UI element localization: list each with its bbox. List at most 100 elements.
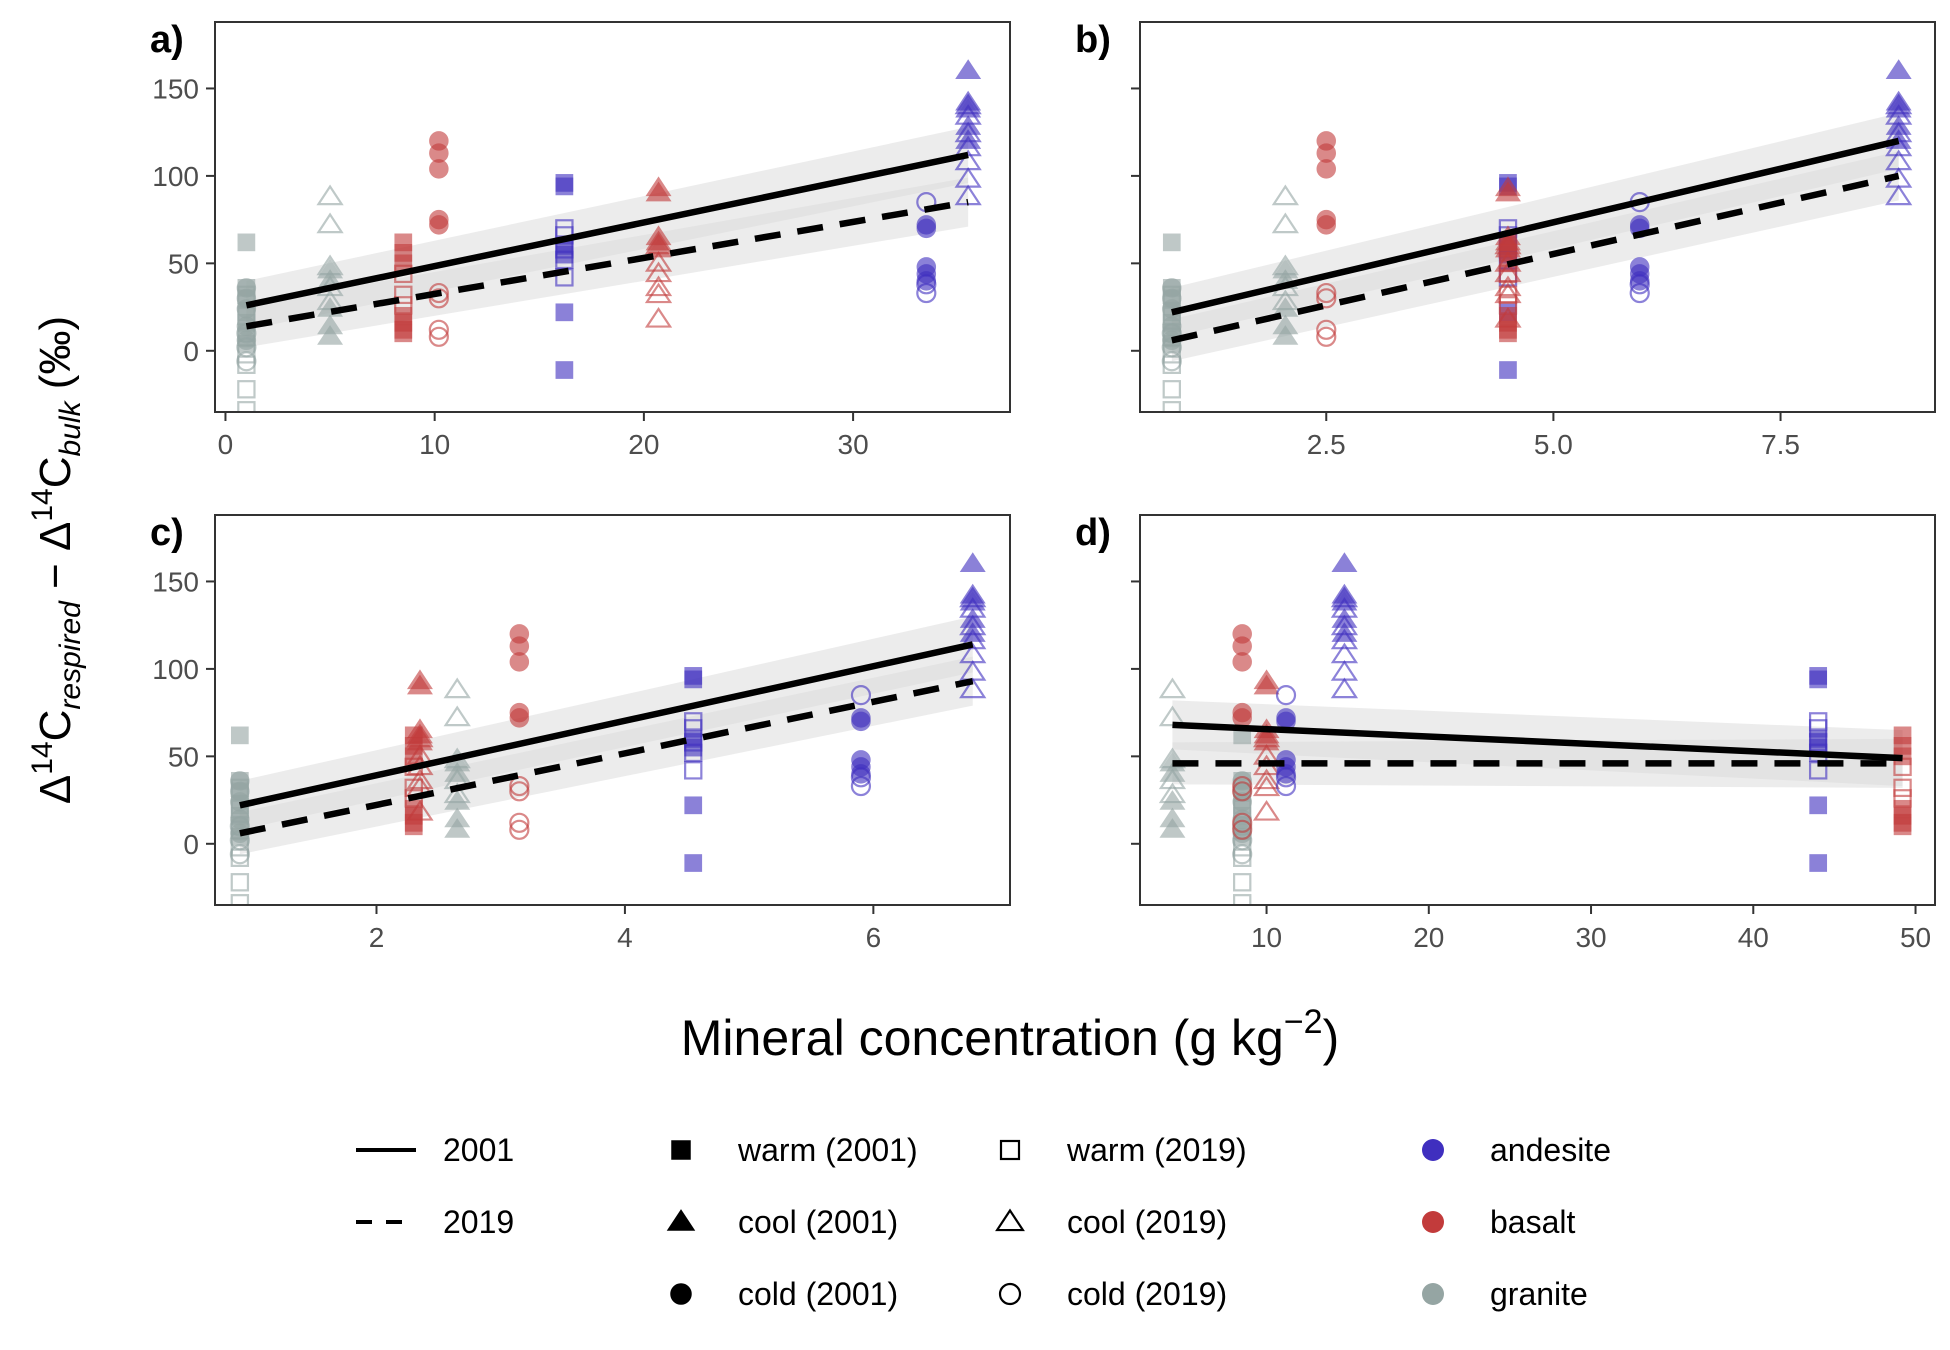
x-tick-label: 10 xyxy=(1251,922,1282,953)
panel-border xyxy=(214,514,1011,906)
data-point xyxy=(644,250,673,272)
data-point xyxy=(916,282,937,304)
data-point xyxy=(428,326,449,347)
data-point xyxy=(1253,674,1280,695)
points-basalt-cold-2019 xyxy=(1316,282,1337,347)
points-basalt-cold-2001 xyxy=(1232,624,1252,728)
legend-marker-triangle-open xyxy=(995,1208,1025,1232)
data-point xyxy=(1809,670,1828,689)
data-point xyxy=(1330,628,1359,650)
data-point xyxy=(1808,733,1828,752)
y-tick-label: 0 xyxy=(183,829,199,860)
data-point xyxy=(237,233,256,252)
x-tick-label: 50 xyxy=(1900,922,1931,953)
data-point xyxy=(230,894,250,905)
data-point xyxy=(1161,351,1182,372)
data-point xyxy=(684,854,703,872)
data-point xyxy=(959,614,987,636)
data-point xyxy=(1252,775,1281,797)
data-point xyxy=(406,799,434,821)
points-basalt-warm-2019 xyxy=(1893,757,1912,808)
data-point xyxy=(1158,768,1187,790)
data-point xyxy=(555,303,574,322)
data-point xyxy=(1885,135,1913,157)
data-point xyxy=(1494,261,1522,283)
points-basalt-warm-2001 xyxy=(1893,726,1912,836)
data-point xyxy=(1275,775,1297,797)
x-tick-label: 20 xyxy=(628,429,659,460)
data-point xyxy=(1893,817,1912,836)
x-tick-label: 0 xyxy=(218,429,234,460)
data-point xyxy=(1158,677,1187,699)
points-basalt-cold-2001 xyxy=(509,624,530,728)
x-tick-label: 10 xyxy=(419,429,450,460)
data-point xyxy=(1271,184,1300,206)
data-point xyxy=(1271,254,1300,276)
fit-line-2001 xyxy=(239,641,974,809)
data-point xyxy=(429,159,449,179)
data-point xyxy=(428,288,449,309)
data-point xyxy=(236,330,257,351)
data-point xyxy=(1158,747,1187,769)
fit-line-2001 xyxy=(245,151,969,309)
points-andesite-warm-2001 xyxy=(555,174,574,379)
data-point xyxy=(1158,782,1187,804)
data-point xyxy=(1233,894,1252,905)
data-point xyxy=(644,275,673,297)
data-point xyxy=(404,817,423,836)
y-tick-label: 150 xyxy=(152,566,199,597)
x-axis-title-sup: −2 xyxy=(1284,1003,1323,1041)
y-axis-title-sub-bulk: bulk xyxy=(54,399,87,456)
data-point xyxy=(1316,159,1337,179)
data-point xyxy=(1494,282,1522,304)
data-point xyxy=(959,586,987,608)
data-point xyxy=(1330,614,1359,636)
y-axis-title-sup: 14 xyxy=(26,741,59,774)
data-point xyxy=(959,677,987,699)
data-point xyxy=(1494,306,1522,328)
x-axis-title: Mineral concentration (g kg−2) xyxy=(681,1003,1340,1066)
data-point xyxy=(230,873,250,892)
data-point xyxy=(1232,775,1253,797)
data-point xyxy=(1162,233,1181,252)
data-point xyxy=(429,215,449,235)
panels: 0 50 100 150 0 10 20 30 a) 2.5 5.0 7.5 b) 0 50 100 150 2 4… xyxy=(150,19,1936,953)
legend-swatch-basalt xyxy=(1422,1211,1444,1233)
data-point xyxy=(316,184,344,206)
data-point xyxy=(644,261,673,283)
data-point xyxy=(645,181,672,202)
data-point xyxy=(230,726,249,745)
panel-label: c) xyxy=(150,512,184,554)
data-point xyxy=(406,674,433,695)
legend-label: andesite xyxy=(1490,1132,1611,1168)
y-tick-label: 0 xyxy=(183,336,199,367)
data-point xyxy=(555,250,574,270)
data-point xyxy=(1330,586,1359,608)
data-point xyxy=(406,768,434,790)
data-point xyxy=(316,254,344,276)
y-axis-title-c2: C xyxy=(31,456,80,488)
data-point xyxy=(555,361,574,379)
data-point xyxy=(1232,812,1253,833)
y-tick-label: 100 xyxy=(152,161,199,192)
x-tick-label: 7.5 xyxy=(1761,429,1800,460)
y-tick-label: 50 xyxy=(168,248,199,279)
data-point xyxy=(955,59,982,79)
points-basalt-cool-2019 xyxy=(644,233,673,328)
data-point xyxy=(237,380,256,399)
data-point xyxy=(684,761,703,780)
points-granite-cold-2001 xyxy=(230,771,250,844)
legend-swatch-andesite xyxy=(1422,1139,1444,1161)
legend-marker-square-open xyxy=(999,1139,1021,1161)
data-point xyxy=(1885,93,1913,115)
data-point xyxy=(959,628,987,650)
points-granite-cool-2019 xyxy=(316,184,344,311)
points-andesite-cold-2019 xyxy=(1275,685,1297,797)
data-point xyxy=(916,218,937,239)
panel-b: 2.5 5.0 7.5 b) xyxy=(1075,19,1936,460)
data-point xyxy=(509,775,530,797)
x-tick-label: 2 xyxy=(369,922,385,953)
data-point xyxy=(851,711,871,732)
points-basalt-cold-2001 xyxy=(429,131,449,235)
data-point xyxy=(1330,677,1359,699)
